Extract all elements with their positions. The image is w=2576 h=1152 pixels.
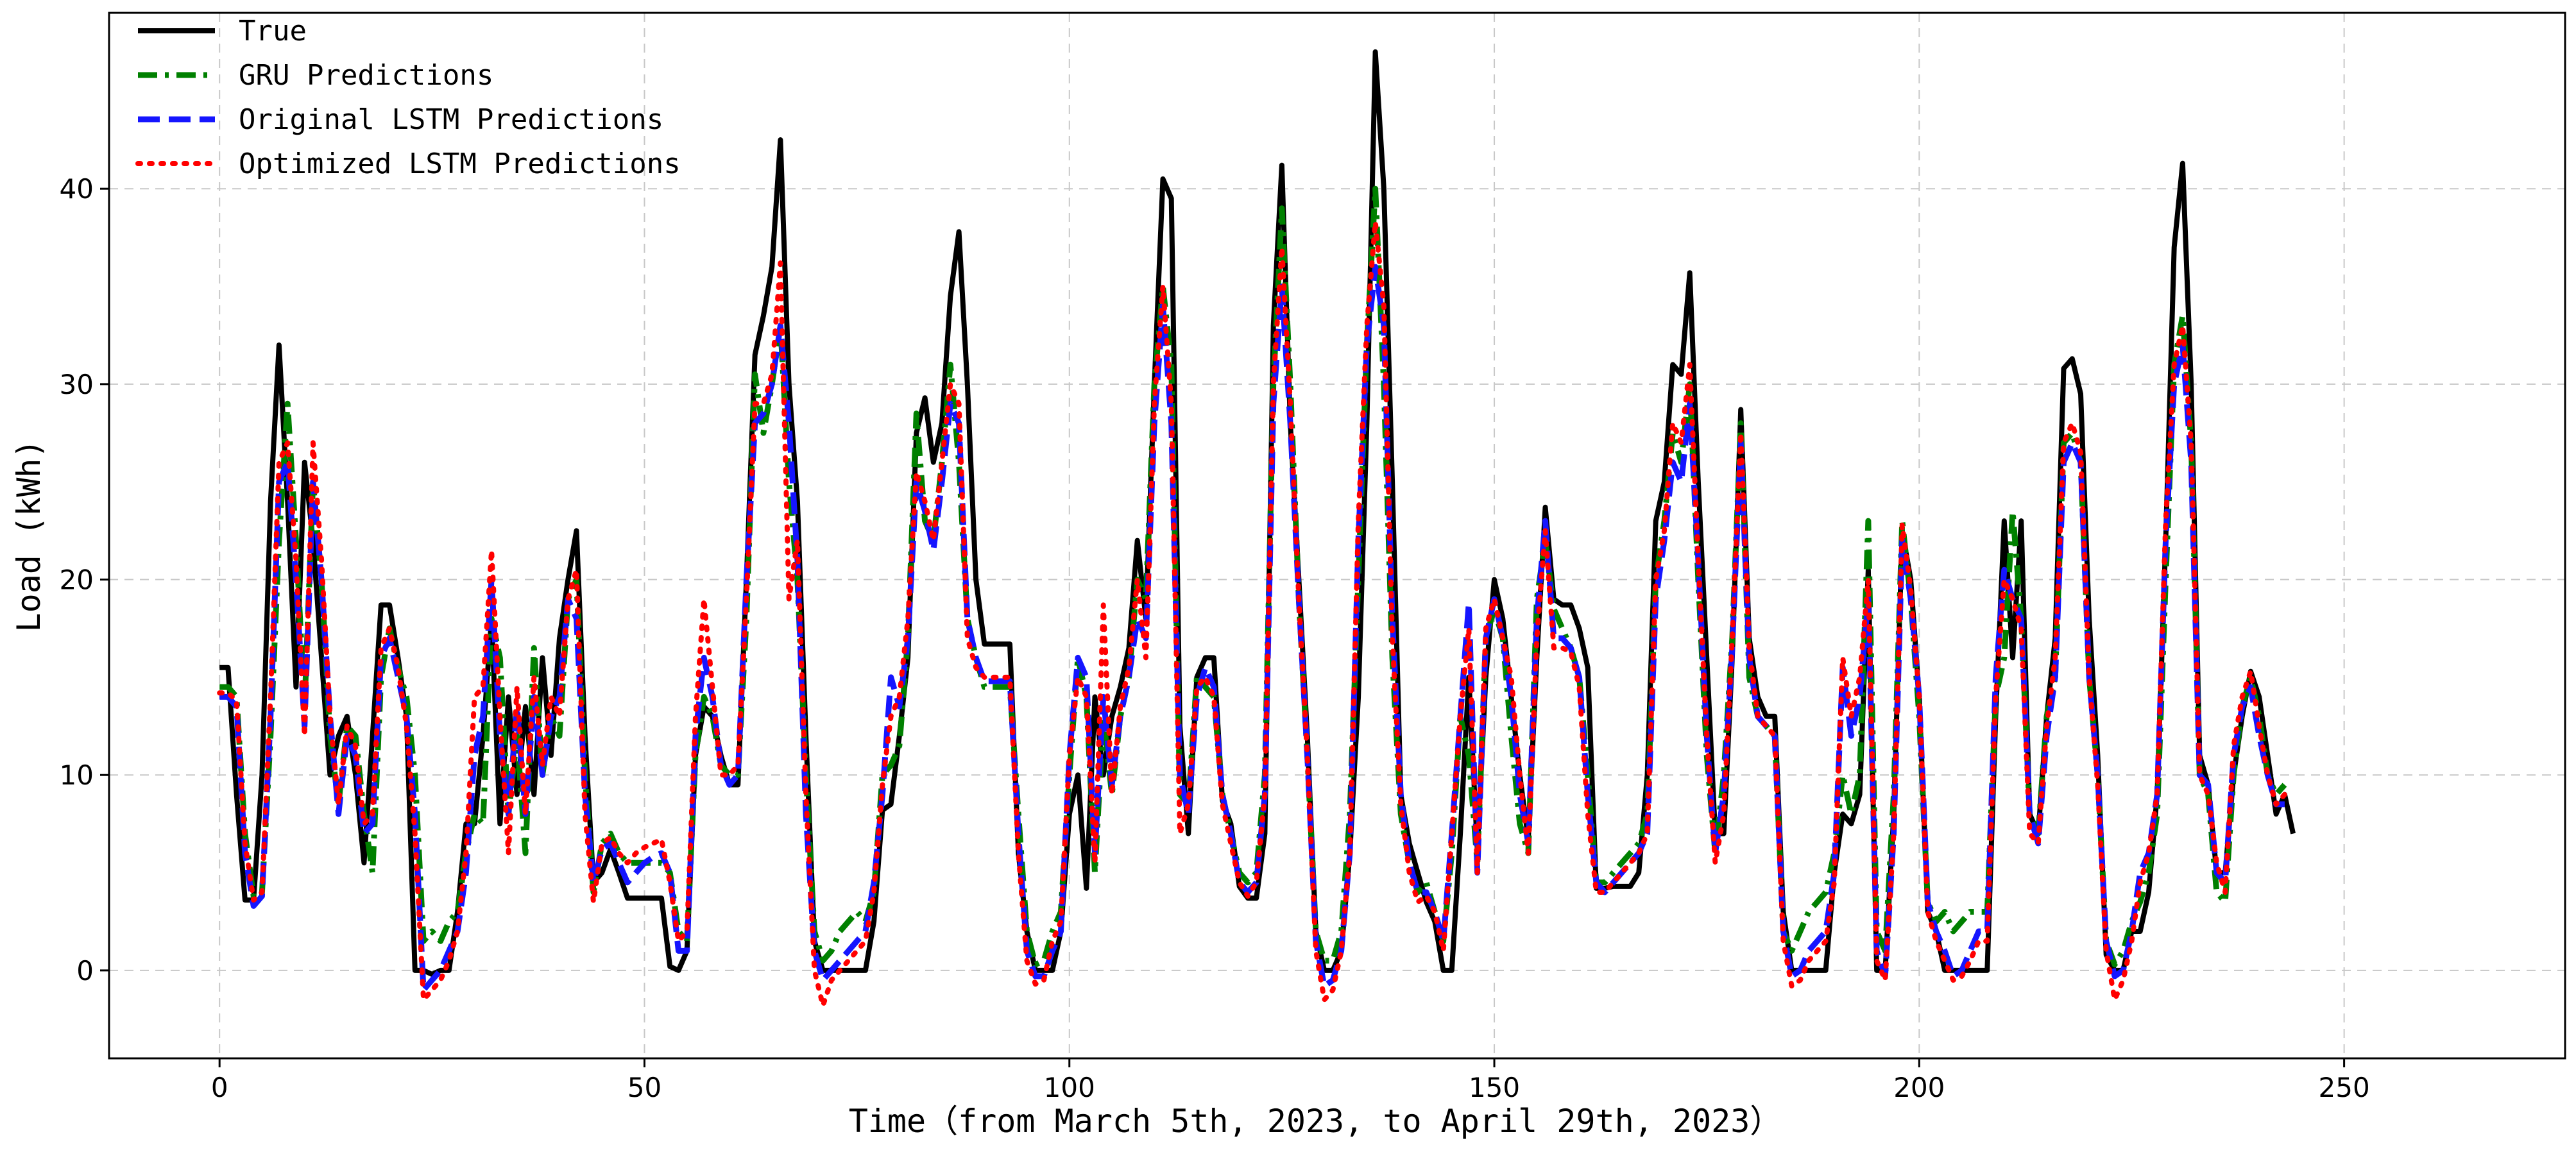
x-axis-label: Time（from March 5th, 2023, to April 29th… [849,1103,1782,1140]
legend-label: Original LSTM Predictions [239,103,663,136]
x-tick-label: 200 [1893,1072,1945,1103]
y-tick-label: 30 [60,369,94,400]
legend-label: Optimized LSTM Predictions [239,148,681,180]
legend-label: GRU Predictions [239,59,493,92]
y-tick-label: 20 [60,564,94,596]
legend: True GRU Predictions Original LSTM Predict… [135,15,681,180]
y-tick-label: 10 [60,759,94,791]
legend-label: True [239,15,307,47]
series-line-2 [219,185,2287,968]
axis-ticks: 0 50 100 150 200 250 0 10 20 30 40 [60,173,2370,1103]
series-line-4 [217,219,2287,1008]
x-tick-label: 0 [211,1072,228,1103]
series-line-1 [219,49,2296,977]
series-lines [217,49,2296,1008]
y-tick-label: 0 [76,955,94,987]
x-tick-label: 100 [1044,1072,1095,1103]
x-tick-label: 50 [627,1072,661,1103]
series-line-3 [219,264,2285,993]
plot-frame [108,12,2566,1060]
x-tick-label: 250 [2319,1072,2370,1103]
x-tick-label: 150 [1469,1072,1520,1103]
y-tick-label: 40 [60,173,94,205]
y-axis-label: Load (kWh) [10,439,47,632]
